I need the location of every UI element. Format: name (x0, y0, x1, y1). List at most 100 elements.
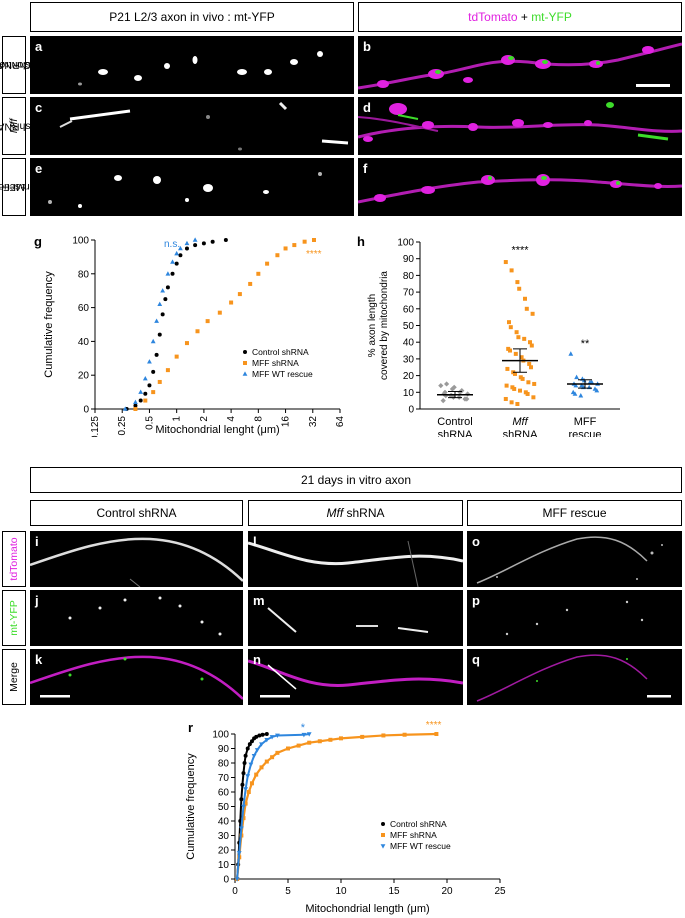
micrograph-k-image (30, 655, 243, 700)
panel-letter: d (363, 100, 371, 115)
data-point-0 (438, 383, 444, 389)
x-tick-label: 15 (388, 886, 400, 897)
data-point-1 (381, 733, 386, 738)
panel-letter: m (253, 593, 265, 608)
data-point-1 (254, 772, 259, 777)
data-point-1 (307, 740, 312, 745)
data-point-2 (574, 374, 579, 380)
micrograph-e-image (48, 172, 322, 208)
y-tick-label: 100 (72, 236, 89, 247)
data-point-1 (508, 348, 512, 353)
data-point-1 (229, 300, 234, 305)
data-point-1 (402, 732, 407, 737)
row-label-tdtomato-text: tdTomato (8, 537, 20, 581)
x-axis-title: Mitochondrial lenght (μm) (155, 424, 279, 436)
row-label-mtyfp-text: mt-YFP (8, 600, 20, 636)
y-tick-label: 40 (78, 337, 90, 348)
data-point-0 (174, 261, 179, 266)
legend-marker (381, 822, 385, 826)
data-point-2 (572, 391, 578, 396)
data-point-0 (243, 753, 248, 758)
data-point-1 (205, 319, 210, 324)
data-point-0 (184, 246, 189, 251)
micrograph-o: o (467, 531, 682, 587)
data-point-2 (192, 237, 198, 242)
micrograph-j-image (68, 596, 222, 636)
data-point-2 (251, 753, 257, 759)
x-tick-label: 0.125 (90, 416, 101, 437)
legend-label: MFF shRNA (390, 830, 437, 840)
data-point-1 (217, 310, 222, 315)
legend-marker (243, 361, 247, 365)
y-tick-label: 60 (403, 304, 415, 315)
category-label-line1: Mff (512, 416, 528, 428)
data-point-1 (526, 380, 531, 385)
column-title-rescue-text: MFF rescue (542, 506, 607, 520)
data-point-1 (286, 746, 290, 751)
legend-label: MFF shRNA (252, 358, 299, 368)
data-point-1 (527, 361, 532, 366)
data-point-2 (236, 851, 242, 856)
data-point-1 (509, 400, 514, 405)
data-point-1 (531, 395, 536, 400)
y-tick-label: 30 (218, 831, 230, 842)
category-label-line2: shRNA (503, 429, 539, 437)
micrograph-d-image (358, 102, 682, 142)
column-title-mff-italic: Mff (326, 506, 344, 520)
data-point-1 (434, 732, 439, 736)
x-tick-label: 1 (172, 416, 183, 422)
header-in-vivo-text: P21 L2/3 axon in vivo : mt-YFP (109, 10, 275, 24)
data-point-1 (256, 271, 261, 276)
legend-label: MFF WT rescue (252, 369, 313, 379)
data-point-2 (165, 271, 171, 276)
micrograph-f: f (358, 158, 682, 216)
x-axis-title: Mitochondrial length (μm) (305, 903, 429, 915)
micrograph-d: d (358, 97, 682, 155)
chart-g: g 0 20 40 60 80 100 0.125 0.25 0.5 1 2 4 8 16 32 64 Mitoc… (34, 234, 346, 437)
micrograph-m: m (248, 590, 463, 646)
data-point-0 (254, 734, 259, 739)
micrograph-a: a (30, 36, 354, 94)
data-point-0 (165, 285, 170, 290)
panel-letter: b (363, 39, 371, 54)
micrograph-o-image (476, 536, 663, 584)
data-point-0 (143, 391, 148, 396)
x-tick-label: 4 (226, 416, 237, 422)
data-point-2 (147, 359, 152, 364)
data-point-1 (530, 311, 535, 316)
data-point-2 (245, 774, 251, 779)
category-label-line2: shRNA (438, 429, 474, 437)
x-tick-label: 2 (199, 416, 210, 422)
data-point-2 (138, 389, 144, 394)
panel-letter: g (34, 234, 42, 249)
data-point-0 (247, 742, 252, 747)
data-point-2 (174, 250, 180, 256)
data-point-1 (508, 325, 513, 330)
data-point-1 (165, 368, 170, 373)
data-point-1 (518, 388, 522, 393)
y-tick-label: 20 (218, 846, 230, 857)
data-point-2 (243, 787, 248, 792)
legend-marker (243, 350, 247, 354)
data-point-1 (520, 376, 525, 381)
data-point-0 (163, 297, 168, 302)
row-label-rescue-line2: rescue (0, 181, 30, 193)
data-point-2 (238, 826, 244, 831)
y-tick-label: 40 (403, 338, 415, 349)
y-tick-label: 90 (403, 254, 415, 265)
x-tick-label: 10 (335, 886, 347, 897)
legend-label: Control shRNA (390, 819, 447, 829)
data-point-0 (442, 389, 448, 395)
data-point-0 (193, 243, 198, 248)
panel-letter: k (35, 652, 43, 667)
data-point-0 (245, 746, 250, 751)
data-point-0 (157, 332, 162, 337)
data-point-1 (523, 296, 527, 301)
data-point-2 (122, 406, 128, 411)
micrograph-q-image (476, 654, 671, 702)
micrograph-m-image (267, 607, 429, 633)
data-point-1 (243, 801, 248, 806)
x-tick-label: 16 (281, 416, 292, 428)
data-point-1 (157, 379, 162, 384)
micrograph-q: q (467, 649, 682, 705)
